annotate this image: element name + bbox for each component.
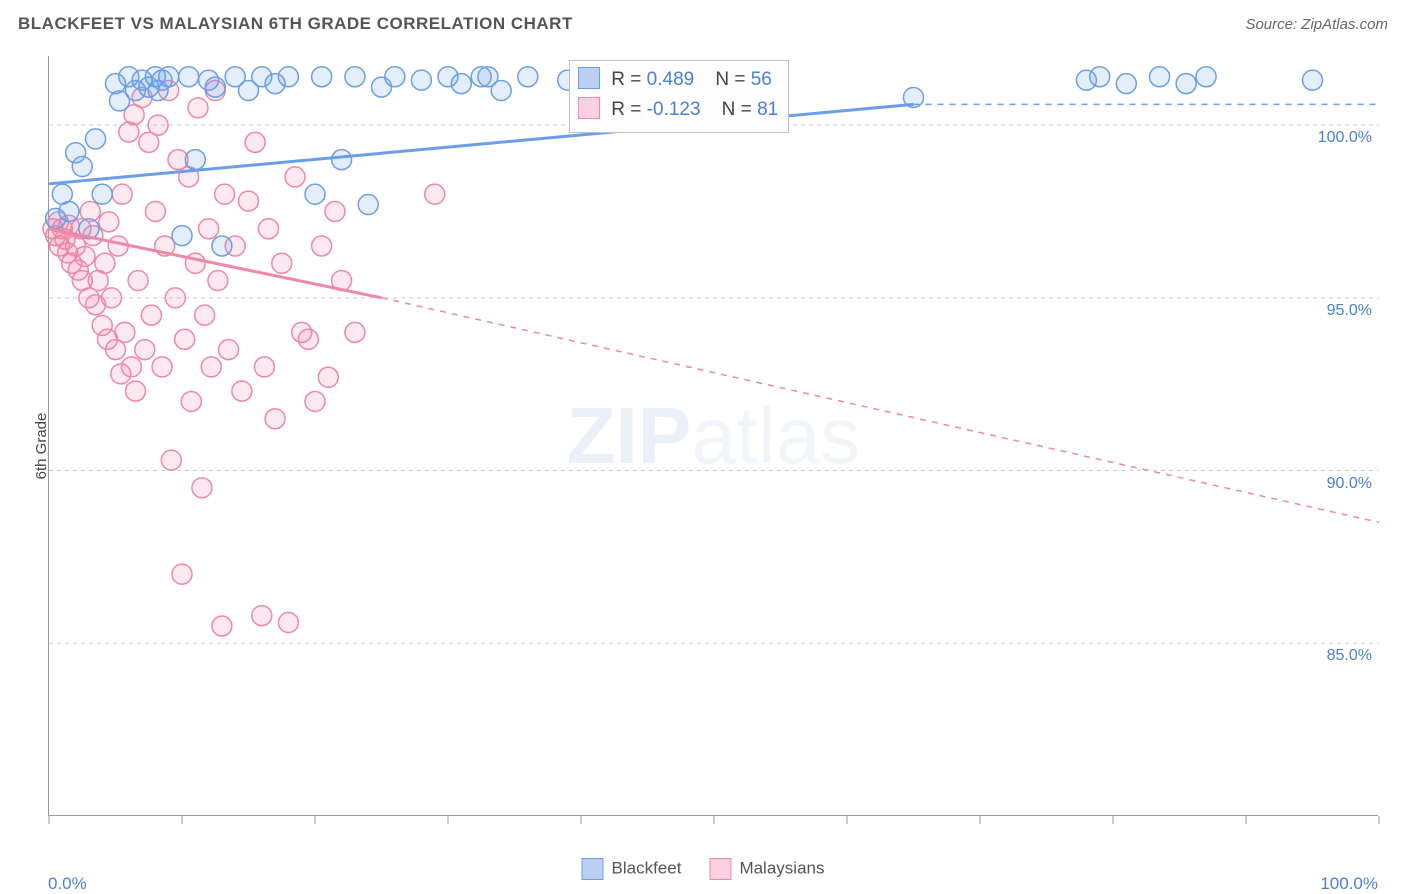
legend-item-malaysians: Malaysians bbox=[709, 858, 824, 880]
N-value-blackfeet: 56 bbox=[751, 69, 772, 90]
legend: Blackfeet Malaysians bbox=[582, 858, 825, 880]
source-label: Source: ZipAtlas.com bbox=[1245, 16, 1388, 33]
legend-item-blackfeet: Blackfeet bbox=[582, 858, 682, 880]
stats-row-blackfeet: R = 0.489 N = 56 bbox=[578, 65, 778, 95]
swatch-icon bbox=[578, 97, 600, 119]
legend-label: Malaysians bbox=[739, 858, 824, 877]
R-label: R = bbox=[611, 69, 641, 90]
y-tick-label: 100.0% bbox=[1318, 129, 1372, 147]
scatter-plot-svg bbox=[49, 56, 1378, 815]
N-value-malaysians: 81 bbox=[757, 99, 778, 120]
N-label: N = bbox=[715, 69, 745, 90]
plot-area: ZIPatlas R = 0.489 N = 56 R = -0.123 N =… bbox=[48, 56, 1378, 816]
R-label: R = bbox=[611, 99, 641, 120]
x-tick-0: 0.0% bbox=[48, 874, 87, 894]
y-tick-label: 95.0% bbox=[1327, 302, 1372, 320]
legend-label: Blackfeet bbox=[612, 858, 682, 877]
swatch-icon bbox=[578, 67, 600, 89]
N-label: N = bbox=[722, 99, 752, 120]
chart-header: BLACKFEET VS MALAYSIAN 6TH GRADE CORRELA… bbox=[0, 0, 1406, 50]
R-value-malaysians: -0.123 bbox=[647, 99, 701, 120]
swatch-icon bbox=[709, 858, 731, 880]
R-value-blackfeet: 0.489 bbox=[647, 69, 695, 90]
x-tick-100: 100.0% bbox=[1320, 874, 1378, 894]
y-tick-label: 85.0% bbox=[1327, 647, 1372, 665]
stats-row-malaysians: R = -0.123 N = 81 bbox=[578, 95, 778, 125]
y-tick-label: 90.0% bbox=[1327, 475, 1372, 493]
chart-title: BLACKFEET VS MALAYSIAN 6TH GRADE CORRELA… bbox=[18, 14, 573, 33]
swatch-icon bbox=[582, 858, 604, 880]
stats-box: R = 0.489 N = 56 R = -0.123 N = 81 bbox=[569, 60, 789, 133]
